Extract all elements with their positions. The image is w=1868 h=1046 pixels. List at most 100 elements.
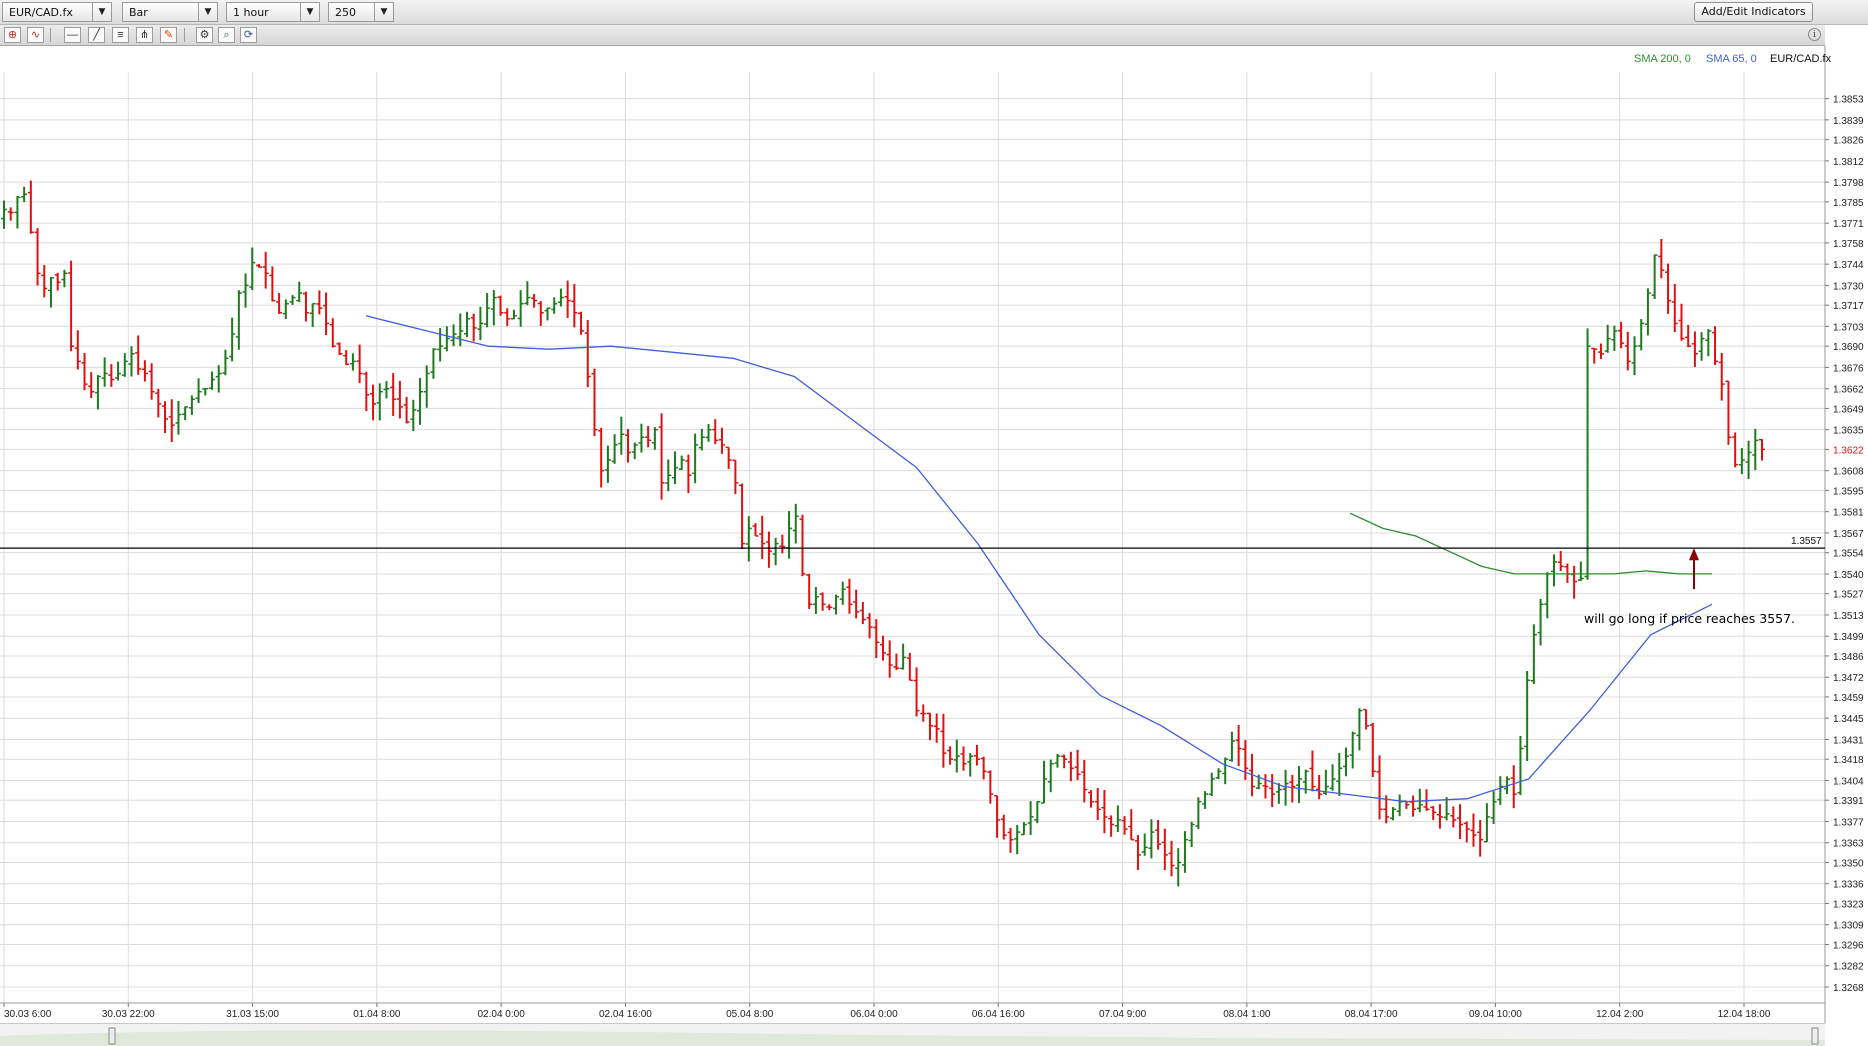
- x-tick-label: 06.04 0:00: [850, 1009, 898, 1020]
- x-tick-label: 02.04 0:00: [478, 1009, 526, 1020]
- chart-type-value: Bar: [129, 6, 148, 19]
- toolbar-divider: [50, 28, 51, 42]
- y-tick-label: 1.3567: [1833, 529, 1864, 540]
- annotation-text: will go long if price reaches 3557.: [1584, 611, 1795, 626]
- trend-line-icon[interactable]: ╱: [88, 27, 105, 43]
- eraser-icon[interactable]: ✎: [160, 27, 177, 43]
- x-tick-label: 30.03 22:00: [102, 1009, 155, 1020]
- y-tick-label: 1.3839: [1833, 116, 1864, 127]
- y-tick-label: 1.3499: [1833, 632, 1864, 643]
- y-tick-label: 1.3798: [1833, 178, 1864, 189]
- chevron-down-icon: ▼: [300, 3, 319, 21]
- x-tick-label: 07.04 9:00: [1099, 1009, 1147, 1020]
- y-tick-label: 1.3785: [1833, 198, 1864, 209]
- symbol-select-value: EUR/CAD.fx: [9, 6, 73, 19]
- x-tick-label: 12.04 2:00: [1596, 1009, 1644, 1020]
- crosshair-icon[interactable]: ⊕: [4, 27, 21, 43]
- chevron-down-icon: ▼: [374, 3, 393, 21]
- current-price-label: 1.3622: [1833, 445, 1864, 456]
- x-tick-label: 12.04 18:00: [1718, 1009, 1771, 1020]
- y-tick-label: 1.3812: [1833, 157, 1864, 168]
- y-tick-label: 1.3676: [1833, 363, 1864, 374]
- price-chart[interactable]: 1.3853 1.3839 1.3826 1.3812 1.3798 1.3785 1.37…: [0, 46, 1868, 1023]
- pitchfork-icon[interactable]: ⋔: [136, 27, 153, 43]
- fibonacci-icon[interactable]: ≡: [112, 27, 129, 43]
- y-tick-label: 1.3309: [1833, 921, 1864, 932]
- x-tick-label: 31.03 15:00: [226, 1009, 279, 1020]
- navigator-right-handle[interactable]: [1812, 1028, 1818, 1044]
- add-edit-indicators-button[interactable]: Add/Edit Indicators: [1694, 2, 1813, 22]
- y-tick-label: 1.3853: [1833, 95, 1864, 106]
- y-tick-label: 1.3282: [1833, 962, 1864, 973]
- horizontal-line-label: 1.3557: [1791, 536, 1822, 547]
- bars-count-select[interactable]: 250 ▼: [328, 2, 394, 22]
- legend-sma65: SMA 65, 0: [1706, 53, 1757, 65]
- y-tick-label: 1.3268: [1833, 983, 1864, 994]
- y-tick-label: 1.3350: [1833, 858, 1864, 869]
- legend-symbol: EUR/CAD.fx: [1770, 53, 1832, 65]
- y-tick-label: 1.3758: [1833, 239, 1864, 250]
- timeframe-value: 1 hour: [233, 6, 269, 19]
- x-tick-label: 30.03 6:00: [4, 1009, 52, 1020]
- y-tick-label: 1.3649: [1833, 404, 1864, 415]
- price-axis: 1.3853 1.3839 1.3826 1.3812 1.3798 1.3785 1.37…: [1825, 95, 1867, 994]
- toolbar-divider: [184, 28, 185, 42]
- y-tick-label: 1.3431: [1833, 735, 1864, 746]
- legend-sma200: SMA 200, 0: [1634, 53, 1691, 65]
- x-tick-label: 02.04 16:00: [599, 1009, 652, 1020]
- chart-navigator[interactable]: [0, 1023, 1825, 1046]
- y-tick-label: 1.3391: [1833, 796, 1864, 807]
- x-tick-label: 01.04 8:00: [353, 1009, 401, 1020]
- info-icon[interactable]: i: [1808, 28, 1821, 41]
- y-tick-label: 1.3472: [1833, 673, 1864, 684]
- indicator-legend: SMA 200, 0 SMA 65, 0 EUR/CAD.fx: [1634, 53, 1832, 65]
- horizontal-line-icon[interactable]: —: [64, 27, 81, 43]
- bars-count-value: 250: [335, 6, 356, 19]
- y-tick-label: 1.3418: [1833, 755, 1864, 766]
- drawing-toolbar: ⊕ ∿ — ╱ ≡ ⋔ ✎ ⚙ ⌕ ⟳ i: [0, 25, 1825, 46]
- y-tick-label: 1.3377: [1833, 817, 1864, 828]
- y-tick-label: 1.3730: [1833, 281, 1864, 292]
- top-toolbar: EUR/CAD.fx ▼ Bar ▼ 1 hour ▼ 250 ▼ Add/Ed…: [0, 0, 1868, 25]
- y-tick-label: 1.3662: [1833, 385, 1864, 396]
- x-tick-label: 08.04 17:00: [1345, 1009, 1398, 1020]
- x-tick-label: 08.04 1:00: [1223, 1009, 1271, 1020]
- navigator-svg: [0, 1024, 1825, 1046]
- y-tick-label: 1.3771: [1833, 219, 1864, 230]
- chevron-down-icon: ▼: [198, 3, 217, 21]
- y-tick-label: 1.3717: [1833, 301, 1864, 312]
- y-tick-label: 1.3445: [1833, 714, 1864, 725]
- x-tick-label: 05.04 8:00: [726, 1009, 774, 1020]
- chevron-down-icon: ▼: [92, 3, 111, 21]
- navigator-area: [0, 1031, 1825, 1046]
- refresh-icon[interactable]: ⟳: [240, 27, 257, 43]
- y-tick-label: 1.3459: [1833, 693, 1864, 704]
- line-chart-icon[interactable]: ∿: [27, 27, 44, 43]
- y-tick-label: 1.3323: [1833, 899, 1864, 910]
- chart-background: [0, 46, 1825, 1023]
- y-tick-label: 1.3595: [1833, 486, 1864, 497]
- y-tick-label: 1.3513: [1833, 611, 1864, 622]
- settings-icon[interactable]: ⚙: [196, 27, 213, 43]
- timeframe-select[interactable]: 1 hour ▼: [226, 2, 320, 22]
- y-tick-label: 1.3703: [1833, 322, 1864, 333]
- y-tick-label: 1.3296: [1833, 940, 1864, 951]
- y-tick-label: 1.3363: [1833, 839, 1864, 850]
- y-tick-label: 1.3690: [1833, 342, 1864, 353]
- zoom-icon[interactable]: ⌕: [218, 27, 235, 43]
- chart-type-select[interactable]: Bar ▼: [122, 2, 218, 22]
- y-tick-label: 1.3635: [1833, 426, 1864, 437]
- y-tick-label: 1.3404: [1833, 776, 1864, 787]
- y-tick-label: 1.3554: [1833, 549, 1864, 560]
- y-tick-label: 1.3744: [1833, 260, 1864, 271]
- y-tick-label: 1.3336: [1833, 880, 1864, 891]
- y-tick-label: 1.3581: [1833, 508, 1864, 519]
- y-tick-label: 1.3486: [1833, 652, 1864, 663]
- y-tick-label: 1.3527: [1833, 590, 1864, 601]
- y-tick-label: 1.3540: [1833, 570, 1864, 581]
- symbol-select[interactable]: EUR/CAD.fx ▼: [2, 2, 112, 22]
- navigator-left-handle[interactable]: [109, 1028, 115, 1044]
- y-tick-label: 1.3826: [1833, 136, 1864, 147]
- y-tick-label: 1.3608: [1833, 467, 1864, 478]
- x-tick-label: 09.04 10:00: [1469, 1009, 1522, 1020]
